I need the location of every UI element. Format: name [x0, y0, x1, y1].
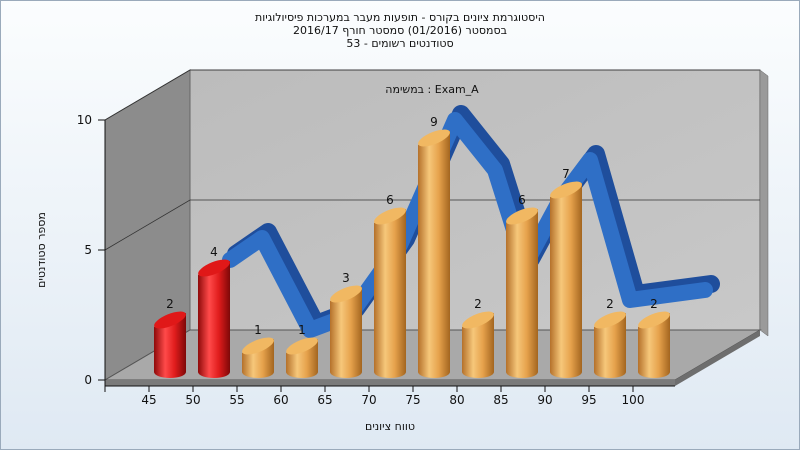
x-tick-label: 45 — [141, 393, 156, 407]
data-label: 4 — [210, 245, 218, 259]
bar-top — [638, 311, 670, 329]
curve-ribbon — [222, 112, 713, 338]
bar-top — [506, 207, 538, 225]
bars — [154, 129, 670, 378]
bar-top — [330, 285, 362, 303]
data-label: 1 — [254, 323, 262, 337]
x-tick-label: 100 — [622, 393, 645, 407]
y-tick-label: 0 — [84, 373, 92, 387]
bar-body — [374, 209, 406, 378]
bar-body — [154, 313, 186, 378]
x-tick-label: 95 — [581, 393, 596, 407]
x-tick-label: 75 — [405, 393, 420, 407]
x-tick-label: 85 — [493, 393, 508, 407]
x-tick-label: 90 — [537, 393, 552, 407]
x-tick-label: 55 — [229, 393, 244, 407]
data-label: 7 — [562, 167, 570, 181]
bar-body — [462, 313, 494, 378]
bar — [418, 129, 450, 378]
bar-body — [594, 313, 626, 378]
chart-title-line-1: היסטוגרמת ציונים בקורס - תופעות מעבר במע… — [255, 11, 545, 24]
chart-title-line-2: בסמסטר (01/2016) סמסטר חורף 2016/17 — [293, 24, 507, 37]
bar — [242, 337, 274, 378]
bar-body — [506, 209, 538, 378]
bar-top — [242, 337, 274, 355]
y-tick-label: 5 — [84, 243, 92, 257]
bar-top — [418, 129, 450, 147]
x-axis-title: טווח ציונים — [365, 420, 415, 433]
bar — [154, 311, 186, 378]
bar-top — [198, 259, 230, 277]
x-tick-label: 70 — [361, 393, 376, 407]
x-tick-label: 60 — [273, 393, 288, 407]
bar-top — [374, 207, 406, 225]
x-tick-label: 80 — [449, 393, 464, 407]
bar — [330, 285, 362, 378]
y-axis-title: מספר סטודנטים — [35, 212, 48, 288]
right-wall-edge — [759, 69, 769, 337]
annotation: Exam_A : במשימה — [385, 83, 479, 96]
y-ticks: 0 5 10 — [77, 113, 105, 387]
floor-side — [675, 330, 760, 386]
bar-top — [462, 311, 494, 329]
bar-body — [638, 313, 670, 378]
gridline — [104, 69, 760, 121]
distribution-curve — [222, 105, 720, 338]
bar-body — [198, 261, 230, 378]
bar — [594, 311, 626, 378]
bar — [550, 181, 582, 378]
bar-body — [330, 287, 362, 378]
x-tick-label: 50 — [185, 393, 200, 407]
bar — [198, 259, 230, 378]
bar-top — [286, 337, 318, 355]
data-label: 2 — [650, 297, 658, 311]
data-label: 2 — [606, 297, 614, 311]
data-label: 2 — [166, 297, 174, 311]
bar-top — [154, 311, 186, 329]
x-ticks: 45 50 55 60 65 70 75 80 85 90 95 100 — [104, 386, 645, 407]
data-label: 1 — [298, 323, 306, 337]
data-label: 6 — [518, 193, 526, 207]
data-label: 3 — [342, 271, 350, 285]
data-label: 6 — [386, 193, 394, 207]
bar — [374, 207, 406, 378]
x-tick-label: 65 — [317, 393, 332, 407]
bar — [506, 207, 538, 378]
chart-title-line-3: סטודנטים רשומים - 53 — [346, 37, 454, 50]
floor-edge — [105, 380, 675, 386]
bar — [286, 337, 318, 378]
data-label: 9 — [430, 115, 438, 129]
bar — [638, 311, 670, 378]
y-tick-label: 10 — [77, 113, 92, 127]
data-label: 2 — [474, 297, 482, 311]
bar-body — [418, 131, 450, 378]
bar-top — [594, 311, 626, 329]
bar-body — [550, 183, 582, 378]
bar — [462, 311, 494, 378]
data-labels: 2 4 1 1 3 6 9 2 6 7 2 2 — [166, 115, 658, 337]
bar-top — [550, 181, 582, 199]
